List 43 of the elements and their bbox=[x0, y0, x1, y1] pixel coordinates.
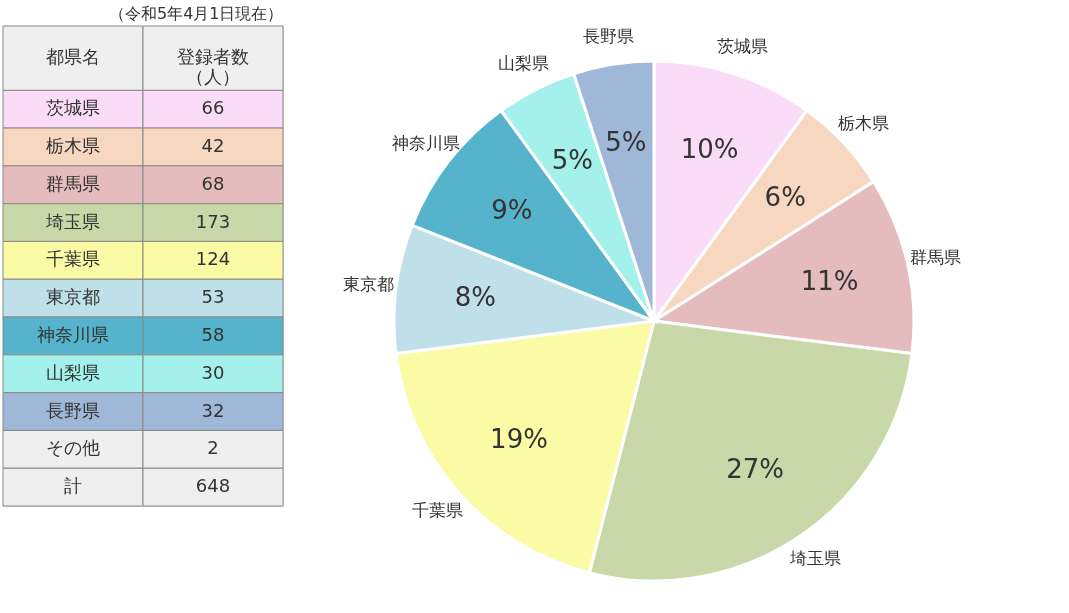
data-label: 27% bbox=[726, 453, 785, 484]
data-label: 5% bbox=[551, 144, 593, 175]
slice-label: 長野県 bbox=[583, 25, 635, 46]
category-label: 東京都 bbox=[46, 286, 100, 308]
category-label: 千葉県 bbox=[46, 248, 100, 270]
data-label: 124 bbox=[195, 248, 231, 270]
category-label: 山梨県 bbox=[46, 361, 100, 383]
text: 登録者数（人） bbox=[177, 46, 249, 88]
slice-label: 千葉県 bbox=[412, 500, 464, 521]
data-label: 173 bbox=[195, 210, 231, 232]
category-label: 計 bbox=[64, 475, 82, 497]
slice-label: 群馬県 bbox=[909, 247, 961, 268]
data-label: 9% bbox=[491, 194, 533, 225]
data-label: 10% bbox=[680, 133, 739, 164]
data-label: 66 bbox=[201, 97, 225, 119]
slice-label: 茨城県 bbox=[717, 36, 769, 57]
category-label: 群馬県 bbox=[46, 172, 100, 194]
data-label: 8% bbox=[454, 282, 497, 313]
data-label: 648 bbox=[195, 475, 231, 497]
text: 都県名 bbox=[46, 46, 100, 68]
data-label: 30 bbox=[201, 361, 225, 383]
data-label: 58 bbox=[201, 323, 225, 345]
data-label: 11% bbox=[800, 265, 859, 296]
data-label: 6% bbox=[764, 181, 806, 212]
data-label: 5% bbox=[605, 127, 647, 158]
category-label: 長野県 bbox=[46, 399, 100, 421]
data-label: 42 bbox=[201, 134, 225, 156]
slice-label: 神奈川県 bbox=[392, 133, 461, 154]
data-label: 32 bbox=[201, 399, 225, 421]
category-label: 茨城県 bbox=[46, 97, 100, 119]
text: （令和5年4月1日現在） bbox=[108, 3, 284, 23]
data-label: 19% bbox=[490, 424, 548, 455]
category-label: 栃木県 bbox=[46, 134, 100, 156]
slice-label: 東京都 bbox=[342, 273, 394, 294]
data-label: 53 bbox=[201, 286, 225, 308]
slice-label: 埼玉県 bbox=[789, 548, 842, 569]
category-label: 神奈川県 bbox=[37, 323, 109, 345]
data-label: 2 bbox=[207, 437, 219, 459]
data-label: 68 bbox=[201, 172, 225, 194]
category-label: その他 bbox=[46, 437, 100, 459]
slice-label: 栃木県 bbox=[838, 112, 890, 133]
category-label: 埼玉県 bbox=[45, 210, 100, 232]
slice-label: 山梨県 bbox=[497, 53, 549, 74]
